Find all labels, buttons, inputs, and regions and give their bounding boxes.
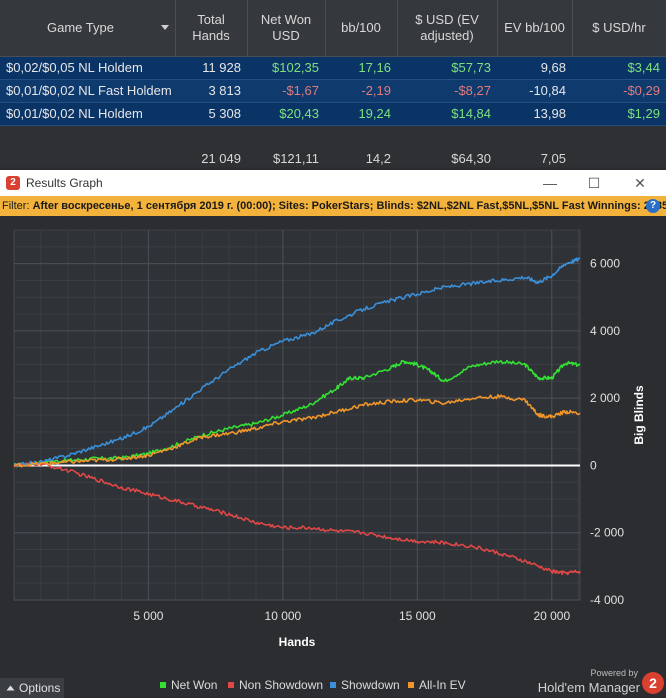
results-graph-window: 2 Results Graph — ☐ ✕ Filter: After воск… [0, 170, 666, 698]
x-axis-title: Hands [279, 635, 316, 649]
dropdown-arrow-icon[interactable] [160, 25, 169, 30]
legend-swatch [408, 682, 414, 688]
cell-bb100: -2,19 [325, 79, 397, 103]
series-line-showdown [13, 257, 581, 467]
cell-bb100: 17,16 [325, 56, 397, 80]
legend-item-non-showdown[interactable]: Non Showdown [228, 678, 323, 692]
cell-net-won: $20,43 [247, 102, 325, 126]
y-tick-label: -2 000 [590, 526, 624, 540]
header-ev-bb100[interactable]: EV bb/100 [497, 0, 573, 57]
cell-game: $0,01/$0,02 NL Fast Holdem [0, 79, 175, 103]
y-axis-title: Big Blinds [632, 385, 646, 445]
filter-bar[interactable]: Filter: After воскресенье, 1 сентября 20… [0, 196, 666, 216]
cell-total-net-won: $121,11 [247, 149, 325, 167]
app-logo-icon: 2 [6, 176, 20, 190]
cell-hands: 5 308 [175, 102, 247, 126]
window-title: Results Graph [26, 176, 103, 190]
legend-swatch [160, 682, 166, 688]
header-row: Game Type Total Hands Net Won USD bb/100… [0, 0, 666, 57]
options-button[interactable]: Options [0, 678, 64, 698]
results-chart[interactable]: -4 000 -2 000 0 2 000 4 000 6 000 5 000 10 000 1… [0, 216, 666, 656]
x-tick-label: 20 000 [533, 609, 570, 623]
cell-total-usd-hr [572, 149, 666, 167]
cell-usd-hr: $1,29 [572, 102, 666, 126]
minimize-button[interactable]: — [543, 175, 557, 191]
filter-label: Filter: [2, 200, 30, 212]
cell-total-bb100: 14,2 [325, 149, 397, 167]
legend-item-showdown[interactable]: Showdown [330, 678, 400, 692]
x-tick-label: 15 000 [399, 609, 436, 623]
cell-ev-bb100: 9,68 [497, 56, 572, 80]
legend-item-all-in-ev[interactable]: All-In EV [408, 678, 466, 692]
cell-game: $0,01/$0,02 NL Holdem [0, 102, 175, 126]
cell-bb100: 19,24 [325, 102, 397, 126]
cell-net-won: -$1,67 [247, 79, 325, 103]
header-total-hands[interactable]: Total Hands [175, 0, 248, 57]
table-row[interactable]: $0,02/$0,05 NL Holdem 11 928 $102,35 17,… [0, 56, 666, 80]
legend-label: All-In EV [419, 678, 466, 692]
caret-up-icon [6, 685, 15, 691]
chart-svg: -4 000 -2 000 0 2 000 4 000 6 000 5 000 10 000 1… [13, 229, 646, 649]
cell-game: $0,02/$0,05 NL Holdem [0, 56, 175, 80]
filter-text: After воскресенье, 1 сентября 2019 г. (0… [32, 200, 666, 212]
cell-total-ev-bb100: 7,05 [497, 149, 572, 167]
header-usd-ev-adjusted[interactable]: $ USD (EV adjusted) [397, 0, 498, 57]
help-icon[interactable]: ? [646, 199, 660, 213]
totals-row: 21 049 $121,11 14,2 $64,30 7,05 [0, 149, 666, 167]
legend-label: Net Won [171, 678, 218, 692]
series-line-non-showdown [13, 461, 581, 576]
stats-table-panel: Game Type Total Hands Net Won USD bb/100… [0, 0, 666, 167]
cell-net-won: $102,35 [247, 56, 325, 80]
cell-usd-hr: $3,44 [572, 56, 666, 80]
legend-label: Showdown [341, 678, 400, 692]
y-tick-label: 6 000 [590, 257, 620, 271]
series-line-all-in-ev [13, 393, 581, 468]
cell-ev-usd: -$8,27 [397, 79, 497, 103]
cell-ev-bb100: -10,84 [497, 79, 572, 103]
close-button[interactable]: ✕ [634, 175, 646, 191]
legend-swatch [228, 682, 234, 688]
powered-by-label: Powered by [590, 668, 638, 678]
window-titlebar[interactable]: 2 Results Graph — ☐ ✕ [0, 170, 666, 196]
cell-usd-hr: -$0,29 [572, 79, 666, 103]
legend-swatch [330, 682, 336, 688]
y-tick-label: 4 000 [590, 324, 620, 338]
brand-logo-icon: 2 [642, 672, 664, 694]
cell-ev-usd: $57,73 [397, 56, 497, 80]
cell-ev-bb100: 13,98 [497, 102, 572, 126]
header-bb100[interactable]: bb/100 [325, 0, 398, 57]
header-game-type[interactable]: Game Type [0, 0, 176, 57]
y-tick-label: -4 000 [590, 593, 624, 607]
cell-ev-usd: $14,84 [397, 102, 497, 126]
x-tick-label: 5 000 [133, 609, 163, 623]
cell-total-ev-usd: $64,30 [397, 149, 497, 167]
table-row[interactable]: $0,01/$0,02 NL Holdem 5 308 $20,43 19,24… [0, 102, 666, 126]
cell-hands: 3 813 [175, 79, 247, 103]
chart-legend: Net Won Non Showdown Showdown All-In EV [0, 674, 666, 694]
cell-hands: 11 928 [175, 56, 247, 80]
x-tick-label: 10 000 [265, 609, 302, 623]
table-row[interactable]: $0,01/$0,02 NL Fast Holdem 3 813 -$1,67 … [0, 79, 666, 103]
cell-total-hands: 21 049 [175, 149, 247, 167]
y-tick-label: 0 [590, 458, 597, 472]
y-tick-label: 2 000 [590, 391, 620, 405]
legend-item-net-won[interactable]: Net Won [160, 678, 217, 692]
stats-table: Game Type Total Hands Net Won USD bb/100… [0, 0, 666, 167]
maximize-button[interactable]: ☐ [587, 175, 601, 191]
cell-total-label [0, 149, 175, 167]
header-usd-hr[interactable]: $ USD/hr [572, 0, 666, 57]
legend-label: Non Showdown [239, 678, 324, 692]
options-label: Options [19, 681, 61, 695]
spacer-row [0, 125, 666, 149]
header-net-won-usd[interactable]: Net Won USD [247, 0, 326, 57]
brand-name: Hold'em Manager [537, 680, 640, 695]
